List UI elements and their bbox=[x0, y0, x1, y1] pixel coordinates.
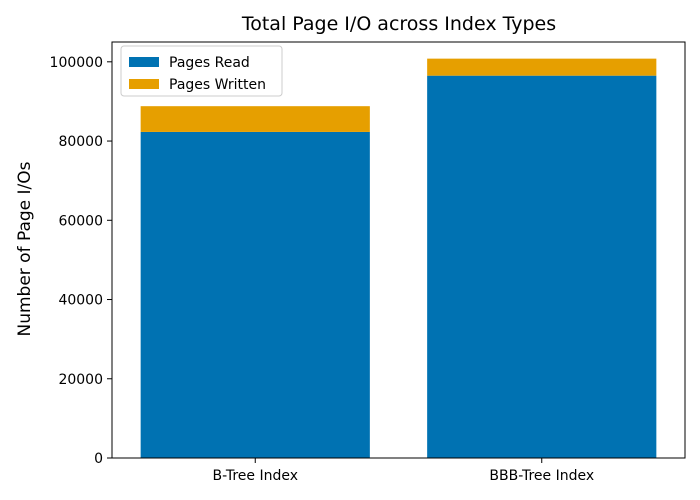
y-tick-label: 100000 bbox=[50, 55, 103, 71]
legend-label: Pages Written bbox=[169, 77, 266, 93]
legend-frame bbox=[120, 45, 283, 97]
x-ticks-group: B-Tree Index BBB-Tree Index bbox=[212, 458, 594, 484]
bar-pages-written-1 bbox=[427, 58, 657, 76]
legend-swatch bbox=[129, 79, 159, 89]
y-tick-label: 80000 bbox=[58, 134, 103, 150]
y-tick-label: 40000 bbox=[58, 293, 103, 309]
legend: Pages Read Pages Written bbox=[120, 45, 283, 97]
y-axis-label: Number of Page I/Os bbox=[15, 161, 35, 336]
x-tick-label: BBB-Tree Index bbox=[489, 468, 594, 484]
y-tick-label: 20000 bbox=[58, 372, 103, 388]
y-tick-label: 60000 bbox=[58, 213, 103, 229]
y-ticks-group: 0 20000 40000 60000 80000 100000 bbox=[50, 55, 112, 467]
bar-pages-read-0 bbox=[140, 131, 370, 458]
bars-group bbox=[140, 58, 657, 458]
y-tick-label: 0 bbox=[94, 451, 103, 467]
bar-pages-read-1 bbox=[427, 75, 657, 458]
bar-pages-written-0 bbox=[140, 106, 370, 132]
chart-title: Total Page I/O across Index Types bbox=[241, 13, 556, 35]
legend-swatch bbox=[129, 57, 159, 67]
x-tick-label: B-Tree Index bbox=[212, 468, 298, 484]
legend-label: Pages Read bbox=[169, 55, 250, 71]
plot-frame bbox=[111, 41, 686, 459]
